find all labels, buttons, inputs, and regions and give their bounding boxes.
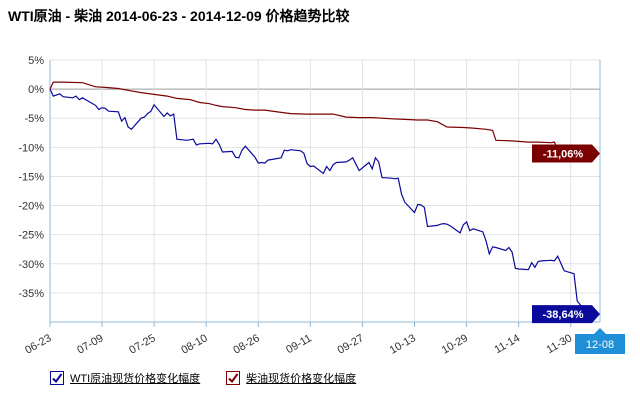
x-tick-label: 06-23: [23, 332, 53, 356]
chart-title: WTI原油 - 柴油 2014-06-23 - 2014-12-09 价格趋势比…: [8, 8, 350, 24]
x-tick-label: 07-25: [127, 332, 157, 356]
x-tick-label: 10-13: [388, 332, 418, 356]
chart-legend: WTI原油现货价格变化幅度 柴油现货价格变化幅度: [50, 370, 356, 386]
y-tick-label: 5%: [28, 55, 44, 67]
range-end-badge: [575, 334, 625, 354]
x-tick-label: 10-29: [440, 332, 470, 356]
end-value-label: -11,06%: [543, 149, 584, 161]
y-tick-label: -15%: [18, 171, 44, 183]
x-tick-label: 11-30: [545, 332, 575, 356]
y-tick-label: -5%: [24, 113, 44, 125]
checkbox-checked-icon[interactable]: [226, 371, 241, 385]
x-tick-label: 08-10: [179, 332, 209, 356]
legend-item-wti[interactable]: WTI原油现货价格变化幅度: [50, 370, 200, 386]
y-tick-label: -20%: [18, 201, 44, 213]
range-end-pointer-icon: [594, 328, 606, 334]
range-end-label: 12-08: [586, 339, 614, 351]
legend-label-wti: WTI原油现货价格变化幅度: [70, 373, 201, 385]
x-tick-label: 09-27: [336, 332, 366, 356]
y-tick-label: -30%: [18, 259, 44, 271]
end-value-badge: [532, 144, 600, 163]
y-tick-label: -10%: [18, 142, 44, 154]
x-tick-label: 07-09: [75, 332, 105, 356]
legend-label-diesel: 柴油现货价格变化幅度: [246, 373, 357, 385]
y-tick-label: -25%: [18, 230, 44, 242]
x-tick-label: 09-11: [284, 332, 314, 356]
end-value-badge: [532, 305, 600, 324]
y-tick-label: 0%: [28, 84, 44, 96]
x-tick-label: 08-26: [231, 332, 261, 356]
plot-area: [50, 60, 600, 322]
diesel-series-line: [49, 81, 597, 155]
wti-series-line: [49, 88, 597, 315]
x-tick-label: 11-14: [492, 332, 522, 356]
end-value-label: -38,64%: [543, 309, 584, 321]
legend-item-diesel[interactable]: 柴油现货价格变化幅度: [226, 370, 356, 386]
checkbox-checked-icon[interactable]: [50, 371, 64, 385]
y-tick-label: -35%: [18, 288, 44, 300]
